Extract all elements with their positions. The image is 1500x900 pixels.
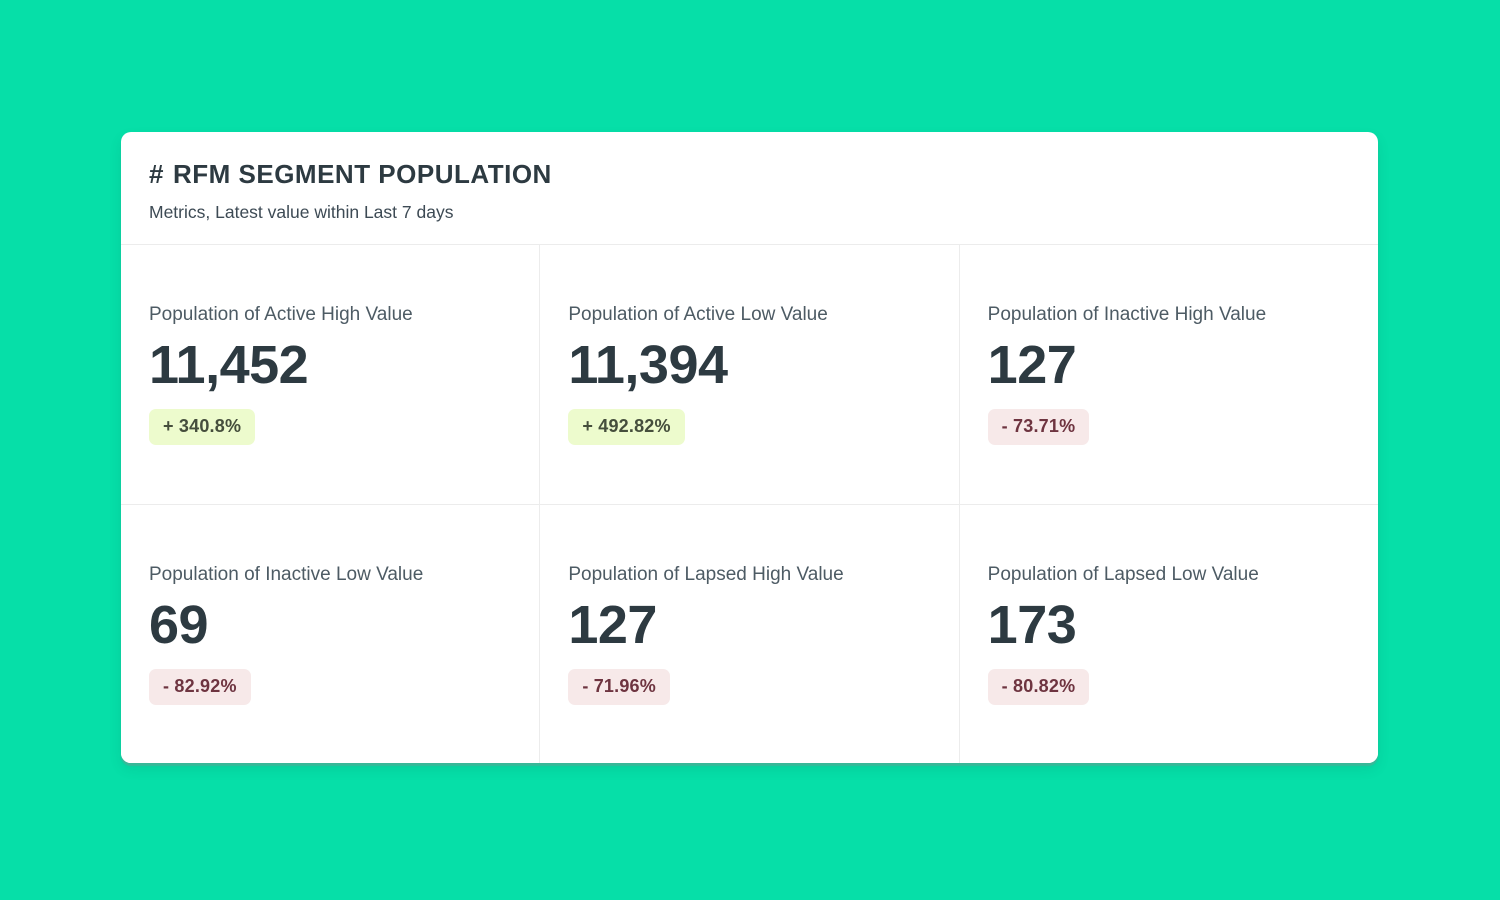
metric-label: Population of Inactive Low Value [149, 563, 424, 585]
metric-tile-active-high-value: Population of Active High Value 11,452 +… [121, 245, 540, 504]
widget-header: # RFM SEGMENT POPULATION Metrics, Latest… [121, 132, 1378, 245]
metric-label: Population of Inactive High Value [987, 304, 1267, 325]
metric-tile-lapsed-low-value: Population of Lapsed Low Value 173 - 80.… [959, 504, 1378, 763]
hash-icon: # [149, 159, 164, 189]
metric-change-badge: - 82.92% [149, 668, 251, 705]
metric-tile-inactive-high-value: Population of Inactive High Value 127 - … [959, 245, 1378, 504]
metric-tile-active-low-value: Population of Active Low Value 11,394 + … [540, 245, 959, 504]
widget-title-row: # RFM SEGMENT POPULATION [149, 159, 1350, 190]
metric-value: 127 [568, 594, 657, 655]
metric-value: 11,452 [149, 335, 309, 395]
metrics-widget-card: # RFM SEGMENT POPULATION Metrics, Latest… [121, 132, 1378, 763]
widget-title: RFM SEGMENT POPULATION [172, 159, 552, 189]
metric-label: Population of Lapsed Low Value [987, 563, 1259, 585]
metric-label: Population of Active High Value [149, 304, 413, 325]
metric-value: 69 [149, 594, 209, 655]
metric-change-badge: - 71.96% [568, 668, 670, 705]
metric-value: 173 [987, 594, 1077, 655]
metric-change-badge: - 73.71% [987, 409, 1090, 445]
metric-change-badge: + 340.8% [149, 409, 256, 445]
widget-subtitle: Metrics, Latest value within Last 7 days [149, 202, 454, 222]
metric-tile-grid: Population of Active High Value 11,452 +… [121, 245, 1378, 763]
metric-change-badge: - 80.82% [987, 668, 1090, 705]
metric-label: Population of Active Low Value [568, 304, 828, 325]
metric-value: 11,394 [568, 335, 728, 395]
metric-value: 127 [987, 335, 1077, 395]
metric-label: Population of Lapsed High Value [568, 563, 844, 585]
metric-change-badge: + 492.82% [568, 409, 685, 445]
metric-tile-inactive-low-value: Population of Inactive Low Value 69 - 82… [121, 504, 540, 763]
metric-tile-lapsed-high-value: Population of Lapsed High Value 127 - 71… [540, 504, 959, 763]
